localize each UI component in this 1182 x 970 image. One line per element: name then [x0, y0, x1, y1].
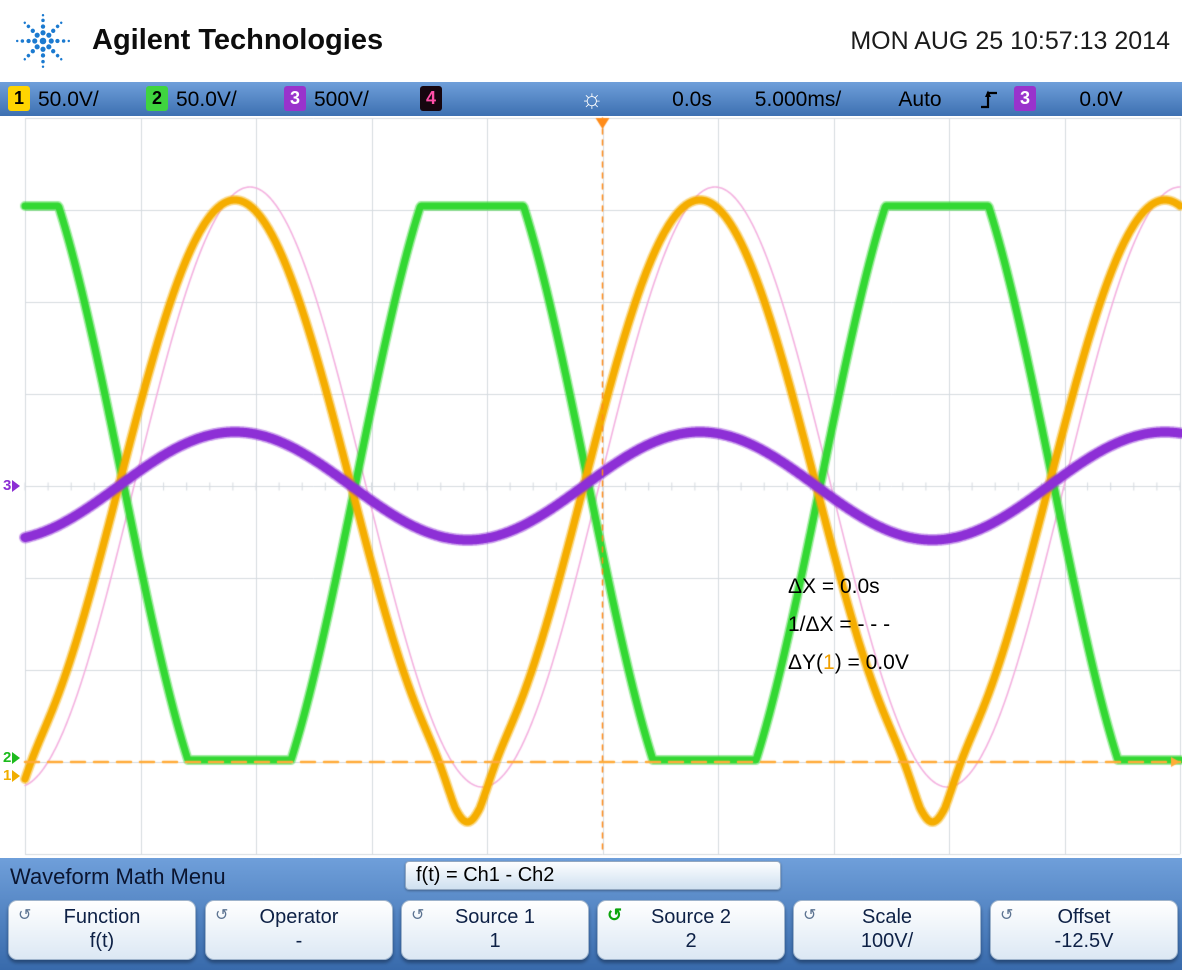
ch1-ground-marker: 1: [3, 767, 21, 784]
ch1-ground-label: 1: [3, 767, 12, 784]
softkey-label: Offset: [1057, 906, 1111, 928]
softkey-label: Function: [63, 906, 141, 928]
softkey-function[interactable]: ↺ Function f(t): [8, 900, 196, 960]
ground-arrow-icon: [12, 479, 21, 492]
softkey-arrow-icon: ↺: [18, 907, 32, 924]
softkey-value: -: [295, 930, 303, 952]
ground-arrow-icon: [12, 769, 21, 782]
softkey-source2[interactable]: ↺ Source 2 2: [597, 900, 785, 960]
ch3-ground-label: 3: [3, 477, 12, 494]
agilent-logo: [15, 13, 71, 69]
ch3-ground-marker: 3: [3, 477, 21, 494]
trigger-level-readout: 0.0V: [1079, 88, 1123, 111]
softkey-operator[interactable]: ↺ Operator -: [205, 900, 393, 960]
cursor-dx: ΔX = 0.0s: [788, 575, 880, 598]
delay-readout: 0.0s: [672, 88, 712, 111]
ch2-ground-label: 2: [3, 749, 12, 766]
softkey-label: Source 2: [650, 906, 732, 928]
softkey-value: 100V/: [860, 930, 914, 952]
softkey-label: Operator: [259, 906, 339, 928]
softkey-label: Source 1: [454, 906, 536, 928]
math-expression: f(t) = Ch1 - Ch2: [405, 861, 781, 890]
softkey-value: -12.5V: [1054, 930, 1114, 952]
ch4-badge[interactable]: 4: [420, 86, 442, 111]
status-bar: 1 50.0V/ 2 50.0V/ 3 500V/ 4 ☼ 0.0s 5.000…: [0, 82, 1182, 116]
ch3-scale: 500V/: [314, 88, 369, 111]
ground-arrow-icon: [12, 751, 21, 764]
ch2-ground-marker: 2: [3, 749, 21, 766]
softkey-arrow-icon: ↺: [1000, 907, 1014, 924]
waveform-canvas: [0, 116, 1182, 858]
cursor-inv-dx: 1/ΔX = - - -: [788, 613, 891, 636]
cursor-dy-channel: 1: [823, 651, 835, 674]
ch2-badge[interactable]: 2: [146, 86, 168, 111]
softkey-value: 1: [489, 930, 501, 952]
cursor-dy: ΔY(1) = 0.0V: [788, 651, 909, 674]
trigger-edge-icon: [981, 90, 997, 109]
softkey-label: Scale: [861, 906, 913, 928]
datetime: MON AUG 25 10:57:13 2014: [850, 27, 1170, 55]
brand-title: Agilent Technologies: [92, 24, 384, 56]
ch1-badge[interactable]: 1: [8, 86, 30, 111]
cursor-readout: ΔX = 0.0s 1/ΔX = - - - ΔY(1) = 0.0V: [788, 568, 909, 682]
softkey-scale[interactable]: ↺ Scale 100V/: [793, 900, 981, 960]
softkey-value: 2: [685, 930, 697, 952]
ch1-scale: 50.0V/: [38, 88, 99, 111]
softkey-arrow-icon: ↺: [411, 907, 425, 924]
acquisition-mode: Auto: [898, 88, 942, 111]
brightness-icon[interactable]: ☼: [580, 83, 604, 113]
ch2-scale: 50.0V/: [176, 88, 237, 111]
menu-title: Waveform Math Menu: [10, 864, 226, 889]
softkey-arrow-icon: ↺: [215, 907, 229, 924]
softkey-offset[interactable]: ↺ Offset -12.5V: [990, 900, 1178, 960]
softkey-arrow-icon: ↺: [803, 907, 817, 924]
timebase-readout: 5.000ms/: [754, 88, 842, 111]
softkey-value: f(t): [89, 930, 115, 952]
header: Agilent Technologies MON AUG 25 10:57:13…: [0, 0, 1182, 82]
trigger-source-badge[interactable]: 3: [1014, 86, 1036, 111]
menu-bar: Waveform Math Menu f(t) = Ch1 - Ch2 ↺ Fu…: [0, 858, 1182, 970]
scope-display: 3 2 1 ΔX = 0.0s 1/ΔX = - - - ΔY(1) = 0.0…: [0, 116, 1182, 858]
softkey-arrow-icon: ↺: [607, 905, 623, 925]
ch3-badge[interactable]: 3: [284, 86, 306, 111]
softkey-source1[interactable]: ↺ Source 1 1: [401, 900, 589, 960]
